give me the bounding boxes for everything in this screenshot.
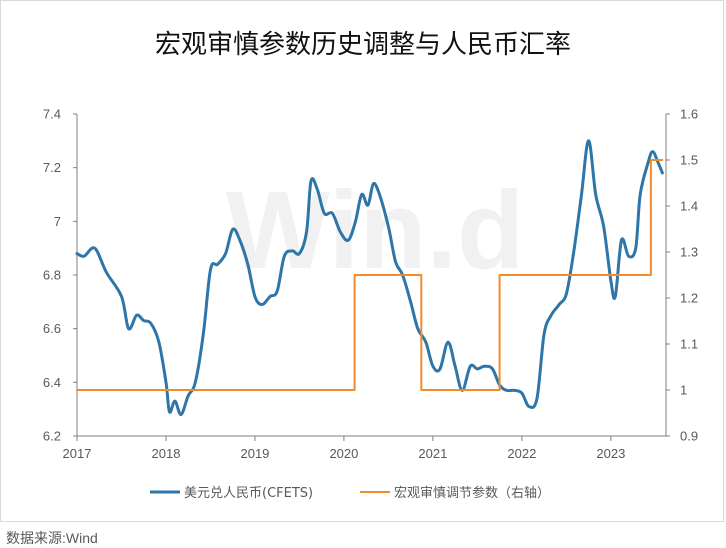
x-tick-label: 2017 [63, 446, 92, 461]
y-right-tick-label: 0.9 [680, 429, 698, 444]
series-line-usdcny [75, 139, 664, 417]
legend-label-1: 美元兑人民币(CFETS) [184, 486, 313, 501]
x-tick-label: 2019 [240, 446, 269, 461]
y-right-tick-label: 1.6 [680, 107, 698, 122]
series-layer [75, 139, 664, 417]
y-right-tick-label: 1.1 [680, 337, 698, 352]
x-tick-label: 2022 [507, 446, 536, 461]
y-right-tick-label: 1 [680, 383, 687, 398]
axes: 6.2 6.4 6.6 6.8 7 7.2 7.4 0.9 1 1.1 1.2 1.3 1.4 1.5 1.… [43, 107, 698, 462]
line-chart: Win.d 宏观审慎参数历史调整与人民币汇率 6.2 6.4 6.6 6.8 7 7.2 7… [43, 30, 698, 501]
chart-frame [0, 0, 724, 522]
y-left-tick-label: 7.4 [43, 107, 61, 122]
y-right-tick-label: 1.2 [680, 291, 698, 306]
y-right-tick-label: 1.4 [680, 199, 698, 214]
y-left-tick-label: 6.2 [43, 429, 61, 444]
y-left-tick-label: 7.2 [43, 160, 61, 175]
y-left-tick-label: 6.6 [43, 321, 61, 336]
x-tick-label: 2020 [329, 446, 358, 461]
y-left-tick-label: 6.8 [43, 268, 61, 283]
x-tick-label: 2023 [596, 446, 625, 461]
y-left-tick-label: 6.4 [43, 375, 61, 390]
legend: 美元兑人民币(CFETS) 宏观审慎调节参数（右轴） [150, 485, 550, 501]
y-right-tick-label: 1.5 [680, 153, 698, 168]
chart-title: 宏观审慎参数历史调整与人民币汇率 [155, 30, 571, 60]
x-tick-label: 2021 [418, 446, 447, 461]
watermark: Win.d [226, 169, 524, 292]
y-right-tick-label: 1.3 [680, 245, 698, 260]
legend-label-2: 宏观审慎调节参数（右轴） [394, 485, 550, 501]
source-note: 数据来源:Wind [6, 530, 98, 546]
x-tick-label: 2018 [152, 446, 181, 461]
y-left-tick-label: 7 [54, 214, 61, 229]
series-line-macroprudential-param [76, 159, 664, 391]
